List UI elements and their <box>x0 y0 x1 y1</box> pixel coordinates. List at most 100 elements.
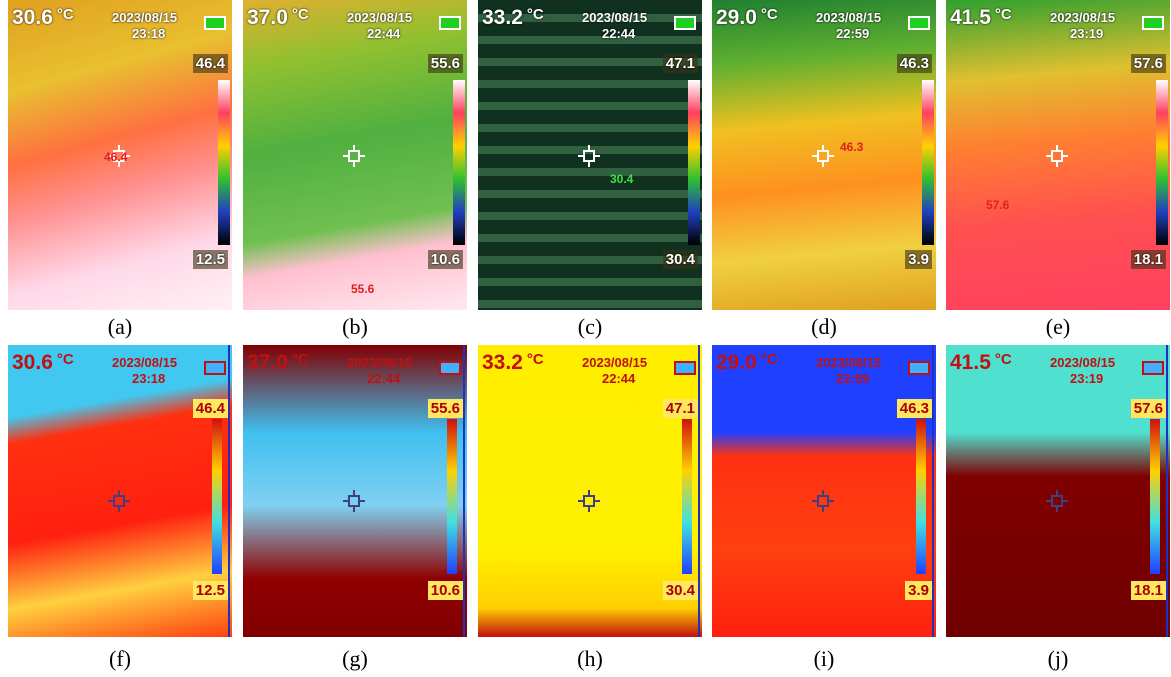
crosshair-icon <box>812 490 834 512</box>
caption: (b) <box>243 314 467 340</box>
center-temperature: 30.6°C <box>12 6 74 30</box>
center-temperature: 33.2°C <box>482 6 544 30</box>
battery-icon <box>1142 361 1164 375</box>
crosshair <box>343 145 365 167</box>
crosshair-icon <box>343 145 365 167</box>
edge-line <box>1166 345 1168 637</box>
edge-line <box>932 345 934 637</box>
min-temperature: 30.4 <box>663 581 698 600</box>
spot-temperature: 57.6 <box>986 198 1009 212</box>
temperature-value: 33.2 <box>482 6 523 29</box>
center-temperature: 37.0°C <box>247 351 309 375</box>
color-scale <box>916 419 926 574</box>
spot-temperature: 46.3 <box>840 140 863 154</box>
temperature-value: 37.0 <box>247 6 288 29</box>
date: 2023/08/15 <box>112 10 177 25</box>
caption: (j) <box>946 646 1170 672</box>
date: 2023/08/15 <box>347 355 412 370</box>
crosshair <box>108 490 130 512</box>
thermal-image: 41.5°C2023/08/1523:1957.618.1 <box>946 345 1170 637</box>
color-scale <box>922 80 934 245</box>
min-temperature: 12.5 <box>193 581 228 600</box>
battery-icon <box>1142 16 1164 30</box>
temperature-unit: °C <box>57 6 74 23</box>
temperature-value: 30.6 <box>12 6 53 29</box>
caption: (i) <box>712 646 936 672</box>
spot-temperature: 46.4 <box>104 150 127 164</box>
time: 22:44 <box>602 26 635 41</box>
color-scale <box>453 80 465 245</box>
date: 2023/08/15 <box>1050 10 1115 25</box>
max-temperature: 46.4 <box>193 399 228 418</box>
date: 2023/08/15 <box>582 355 647 370</box>
color-scale <box>212 419 222 574</box>
max-temperature: 55.6 <box>428 399 463 418</box>
min-temperature: 3.9 <box>905 581 932 600</box>
temperature-unit: °C <box>761 351 778 368</box>
date: 2023/08/15 <box>347 10 412 25</box>
date: 2023/08/15 <box>112 355 177 370</box>
min-temperature: 30.4 <box>663 250 698 269</box>
caption: (g) <box>243 646 467 672</box>
crosshair-icon <box>812 145 834 167</box>
date: 2023/08/15 <box>816 355 881 370</box>
battery-icon <box>439 361 461 375</box>
max-temperature: 46.3 <box>897 399 932 418</box>
temperature-value: 33.2 <box>482 351 523 374</box>
crosshair <box>578 490 600 512</box>
crosshair-icon <box>108 490 130 512</box>
time: 23:18 <box>132 26 165 41</box>
edge-line <box>698 345 700 637</box>
center-temperature: 33.2°C <box>482 351 544 375</box>
crosshair-icon <box>1046 145 1068 167</box>
figure: 30.6°C2023/08/1523:1846.412.546.4(a)37.0… <box>0 0 1171 677</box>
temperature-value: 41.5 <box>950 6 991 29</box>
temperature-value: 30.6 <box>12 351 53 374</box>
crosshair <box>812 145 834 167</box>
date: 2023/08/15 <box>816 10 881 25</box>
temperature-value: 37.0 <box>247 351 288 374</box>
spot-temperature: 55.6 <box>351 282 374 296</box>
max-temperature: 55.6 <box>428 54 463 73</box>
max-temperature: 46.4 <box>193 54 228 73</box>
time: 22:59 <box>836 371 869 386</box>
center-temperature: 29.0°C <box>716 6 778 30</box>
min-temperature: 3.9 <box>905 250 932 269</box>
max-temperature: 57.6 <box>1131 399 1166 418</box>
color-scale <box>1150 419 1160 574</box>
temperature-unit: °C <box>995 6 1012 23</box>
time: 22:44 <box>367 371 400 386</box>
crosshair <box>812 490 834 512</box>
center-temperature: 41.5°C <box>950 351 1012 375</box>
min-temperature: 10.6 <box>428 581 463 600</box>
date: 2023/08/15 <box>1050 355 1115 370</box>
battery-icon <box>674 16 696 30</box>
time: 22:44 <box>367 26 400 41</box>
edge-line <box>463 345 465 637</box>
color-scale <box>682 419 692 574</box>
crosshair <box>1046 490 1068 512</box>
time: 23:19 <box>1070 26 1103 41</box>
time: 22:44 <box>602 371 635 386</box>
battery-icon <box>908 361 930 375</box>
crosshair-icon <box>343 490 365 512</box>
temperature-unit: °C <box>292 6 309 23</box>
caption: (h) <box>478 646 702 672</box>
color-scale <box>218 80 230 245</box>
edge-line <box>228 345 230 637</box>
color-scale <box>447 419 457 574</box>
crosshair-icon <box>578 145 600 167</box>
time: 23:18 <box>132 371 165 386</box>
battery-icon <box>674 361 696 375</box>
caption: (c) <box>478 314 702 340</box>
center-temperature: 37.0°C <box>247 6 309 30</box>
temperature-value: 29.0 <box>716 6 757 29</box>
temperature-unit: °C <box>761 6 778 23</box>
temperature-unit: °C <box>292 351 309 368</box>
min-temperature: 18.1 <box>1131 581 1166 600</box>
